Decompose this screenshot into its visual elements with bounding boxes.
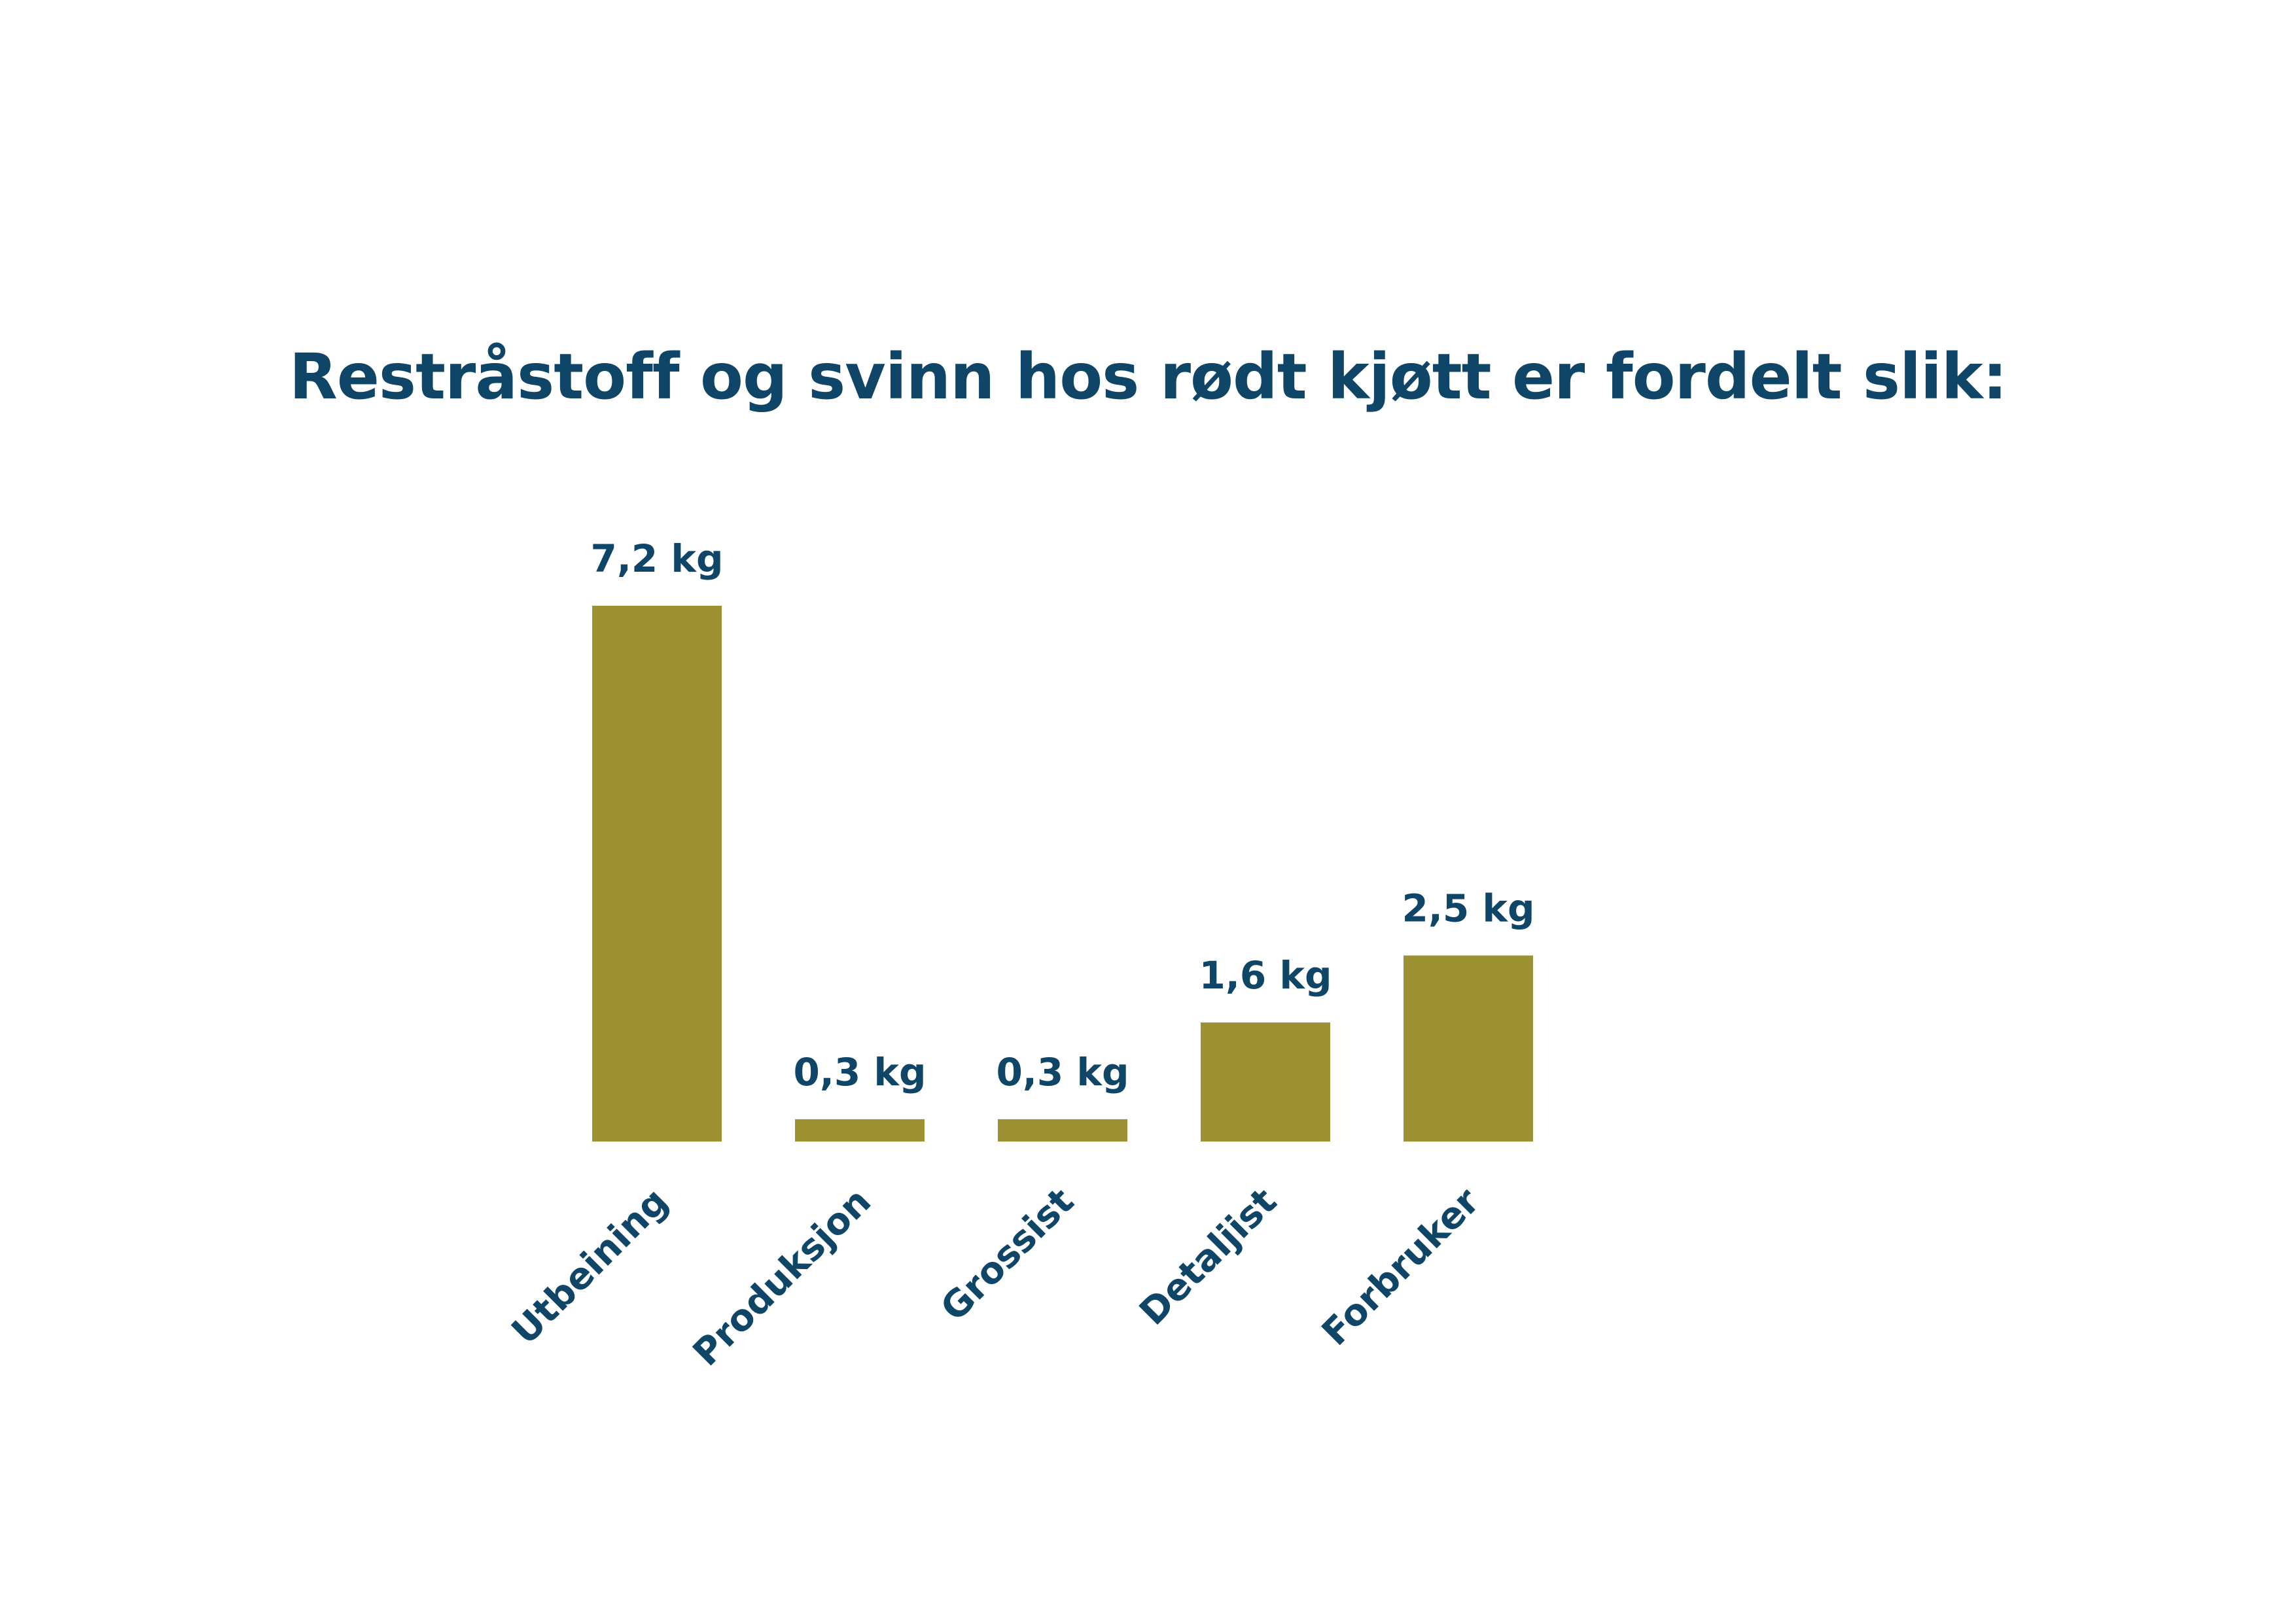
value-labels-layer: 7,2 kg 0,3 kg 0,3 kg 1,6 kg 2,5 kg <box>590 536 1534 1094</box>
value-label-utbeining: 7,2 kg <box>590 536 723 581</box>
bar-grossist <box>998 1119 1127 1142</box>
tick-label-detaljist: Detaljist <box>1131 1180 1285 1334</box>
tick-label-utbeining: Utbeining <box>504 1180 677 1353</box>
tick-labels-layer: Utbeining Produksjon Grossist Detaljist Forb… <box>504 1180 1488 1374</box>
bar-detaljist <box>1201 1022 1330 1142</box>
tick-label-grossist: Grossist <box>932 1180 1082 1329</box>
value-label-produksjon: 0,3 kg <box>793 1050 926 1094</box>
tick-label-produksjon: Produksjon <box>685 1180 879 1374</box>
bar-utbeining <box>592 606 722 1142</box>
chart-title: Restråstoff og svinn hos rødt kjøtt er f… <box>289 340 2007 413</box>
tick-label-forbruker: Forbruker <box>1314 1180 1488 1354</box>
bars-layer <box>592 606 1533 1142</box>
value-label-forbruker: 2,5 kg <box>1402 886 1534 931</box>
bar-forbruker <box>1404 955 1533 1142</box>
value-label-grossist: 0,3 kg <box>996 1050 1129 1094</box>
bar-produksjon <box>795 1119 925 1142</box>
value-label-detaljist: 1,6 kg <box>1199 953 1332 998</box>
